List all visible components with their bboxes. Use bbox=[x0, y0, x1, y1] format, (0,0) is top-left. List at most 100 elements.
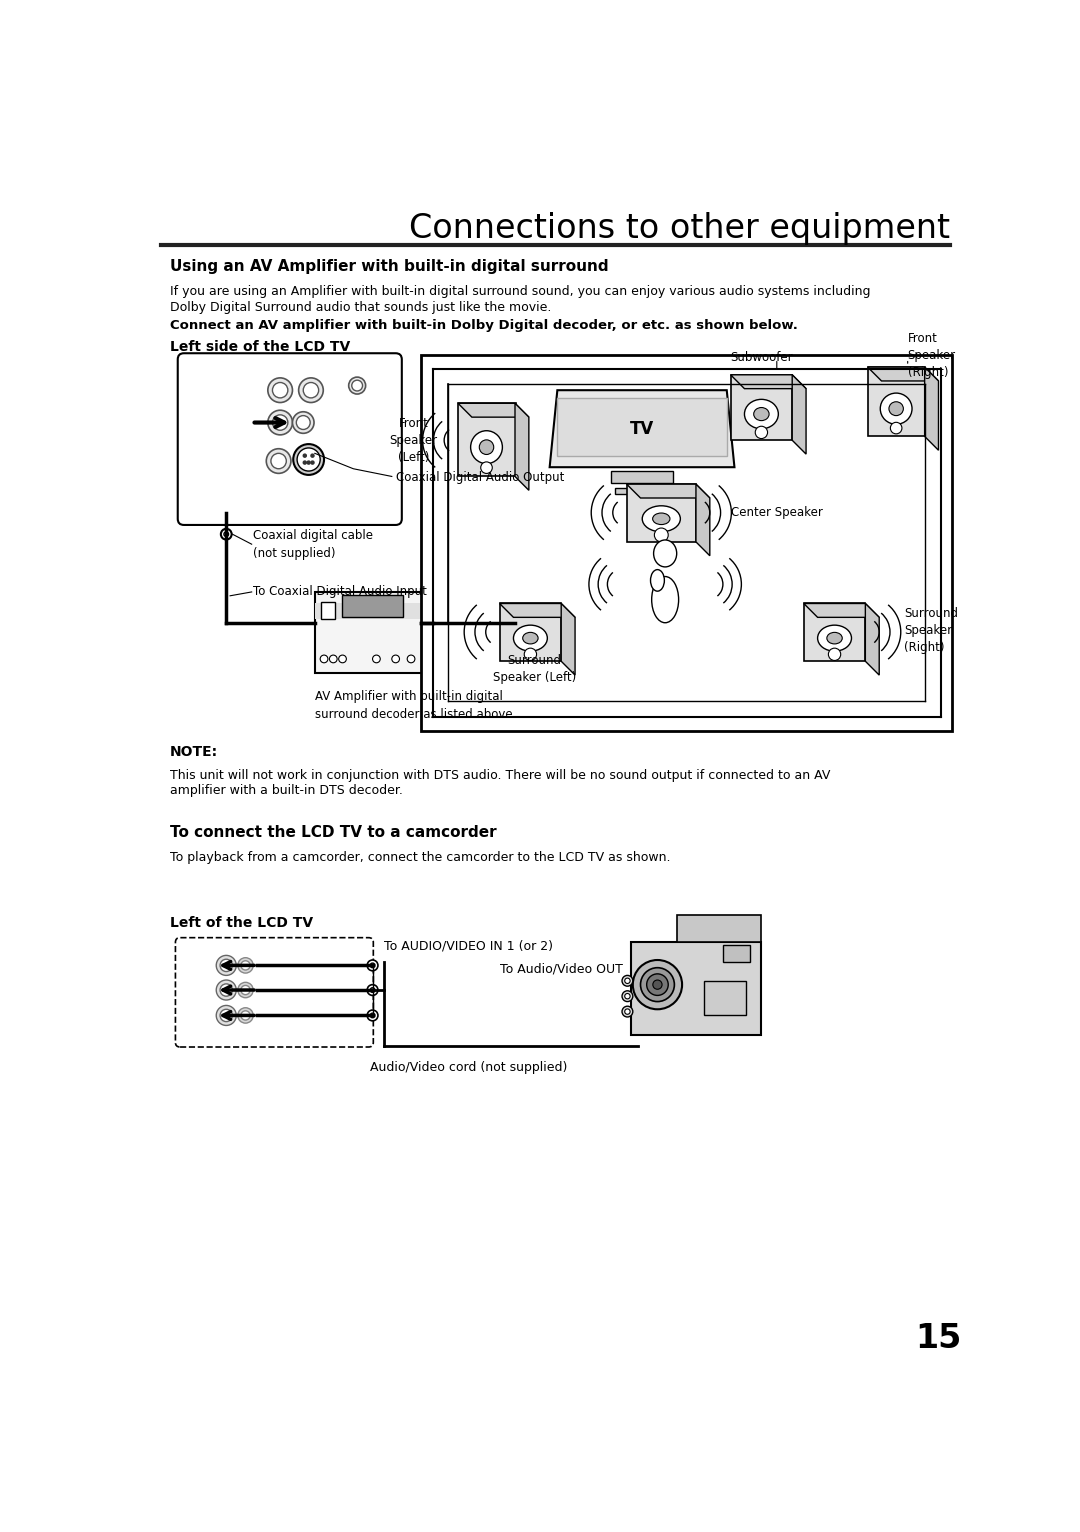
Text: amplifier with a built-in DTS decoder.: amplifier with a built-in DTS decoder. bbox=[170, 784, 403, 798]
Bar bbox=[730, 375, 793, 440]
Circle shape bbox=[238, 982, 253, 997]
Bar bbox=[867, 368, 926, 437]
Bar bbox=[626, 484, 696, 542]
Circle shape bbox=[647, 974, 669, 996]
Circle shape bbox=[755, 426, 768, 438]
Polygon shape bbox=[550, 391, 734, 467]
Circle shape bbox=[367, 985, 378, 996]
Polygon shape bbox=[696, 484, 710, 556]
Circle shape bbox=[220, 984, 232, 996]
Circle shape bbox=[349, 377, 366, 394]
Bar bbox=[704, 980, 746, 1016]
Text: Audio/Video cord (not supplied): Audio/Video cord (not supplied) bbox=[370, 1062, 567, 1074]
Polygon shape bbox=[515, 403, 529, 490]
Circle shape bbox=[392, 656, 400, 663]
Circle shape bbox=[470, 619, 501, 650]
Ellipse shape bbox=[652, 513, 670, 524]
Circle shape bbox=[303, 453, 307, 457]
Bar bbox=[723, 945, 750, 962]
Circle shape bbox=[297, 447, 320, 470]
Bar bbox=[314, 591, 515, 673]
Ellipse shape bbox=[651, 576, 678, 622]
Circle shape bbox=[622, 976, 633, 987]
Text: Surround
Speaker
(Right): Surround Speaker (Right) bbox=[904, 607, 958, 654]
Bar bbox=[321, 602, 335, 619]
Bar bbox=[631, 942, 761, 1034]
Text: To Coaxial Digital Audio Input: To Coaxial Digital Audio Input bbox=[253, 585, 427, 599]
Text: 15: 15 bbox=[916, 1322, 961, 1356]
Circle shape bbox=[622, 1007, 633, 1017]
Circle shape bbox=[481, 461, 492, 473]
Text: Center Speaker: Center Speaker bbox=[730, 506, 823, 519]
Circle shape bbox=[890, 423, 902, 434]
Circle shape bbox=[654, 529, 669, 542]
Text: TV: TV bbox=[630, 420, 654, 438]
Circle shape bbox=[339, 656, 347, 663]
Polygon shape bbox=[865, 604, 879, 676]
Bar bbox=[421, 355, 953, 731]
Text: AV Amplifier with built-in digital
surround decoder as listed above: AV Amplifier with built-in digital surro… bbox=[314, 689, 512, 720]
Circle shape bbox=[524, 648, 537, 660]
Polygon shape bbox=[867, 368, 939, 381]
Polygon shape bbox=[793, 375, 806, 453]
Circle shape bbox=[352, 380, 363, 391]
Circle shape bbox=[633, 961, 683, 1010]
Ellipse shape bbox=[744, 400, 779, 429]
Text: Subwoofer: Subwoofer bbox=[730, 351, 793, 365]
Ellipse shape bbox=[827, 633, 842, 643]
Circle shape bbox=[624, 993, 630, 999]
Circle shape bbox=[370, 988, 375, 993]
Ellipse shape bbox=[818, 625, 851, 651]
FancyBboxPatch shape bbox=[178, 354, 402, 525]
Circle shape bbox=[370, 964, 375, 968]
Text: Surround
Speaker (Left): Surround Speaker (Left) bbox=[492, 654, 576, 683]
Circle shape bbox=[434, 656, 442, 663]
Polygon shape bbox=[500, 604, 575, 617]
Bar bbox=[314, 604, 515, 619]
Circle shape bbox=[320, 656, 328, 663]
Circle shape bbox=[241, 1011, 251, 1020]
Circle shape bbox=[624, 1010, 630, 1014]
Circle shape bbox=[216, 1005, 237, 1025]
Bar bbox=[616, 489, 669, 495]
Ellipse shape bbox=[650, 570, 664, 591]
Ellipse shape bbox=[471, 430, 502, 464]
Circle shape bbox=[268, 378, 293, 403]
Circle shape bbox=[624, 977, 630, 984]
Text: Connections to other equipment: Connections to other equipment bbox=[409, 211, 950, 245]
Circle shape bbox=[272, 415, 288, 430]
Text: Coaxial digital cable
(not supplied): Coaxial digital cable (not supplied) bbox=[253, 529, 374, 559]
Circle shape bbox=[640, 968, 674, 1002]
Polygon shape bbox=[804, 604, 879, 617]
Circle shape bbox=[271, 453, 286, 469]
Circle shape bbox=[303, 461, 307, 464]
Bar bbox=[341, 594, 403, 616]
Circle shape bbox=[241, 961, 251, 970]
Ellipse shape bbox=[754, 408, 769, 421]
Text: NOTE:: NOTE: bbox=[170, 745, 218, 758]
Circle shape bbox=[238, 958, 253, 973]
Circle shape bbox=[828, 648, 840, 660]
Ellipse shape bbox=[889, 401, 903, 415]
Polygon shape bbox=[458, 403, 529, 417]
Circle shape bbox=[238, 1008, 253, 1023]
Circle shape bbox=[367, 1010, 378, 1020]
Circle shape bbox=[220, 959, 232, 971]
Circle shape bbox=[216, 956, 237, 976]
Text: This unit will not work in conjunction with DTS audio. There will be no sound ou: This unit will not work in conjunction w… bbox=[170, 769, 831, 781]
Text: Coaxial Digital Audio Output: Coaxial Digital Audio Output bbox=[395, 472, 564, 484]
Bar bbox=[446, 640, 461, 653]
Circle shape bbox=[622, 991, 633, 1002]
Circle shape bbox=[329, 656, 337, 663]
Circle shape bbox=[303, 383, 319, 398]
Polygon shape bbox=[924, 368, 939, 450]
Circle shape bbox=[373, 656, 380, 663]
Text: Dolby Digital Surround audio that sounds just like the movie.: Dolby Digital Surround audio that sounds… bbox=[170, 300, 552, 314]
Bar bbox=[458, 403, 516, 476]
Polygon shape bbox=[730, 375, 806, 389]
Circle shape bbox=[367, 961, 378, 971]
Circle shape bbox=[652, 980, 662, 990]
Ellipse shape bbox=[523, 633, 538, 643]
Circle shape bbox=[267, 449, 291, 473]
Text: Connect an AV amplifier with built-in Dolby Digital decoder, or etc. as shown be: Connect an AV amplifier with built-in Do… bbox=[170, 319, 798, 332]
